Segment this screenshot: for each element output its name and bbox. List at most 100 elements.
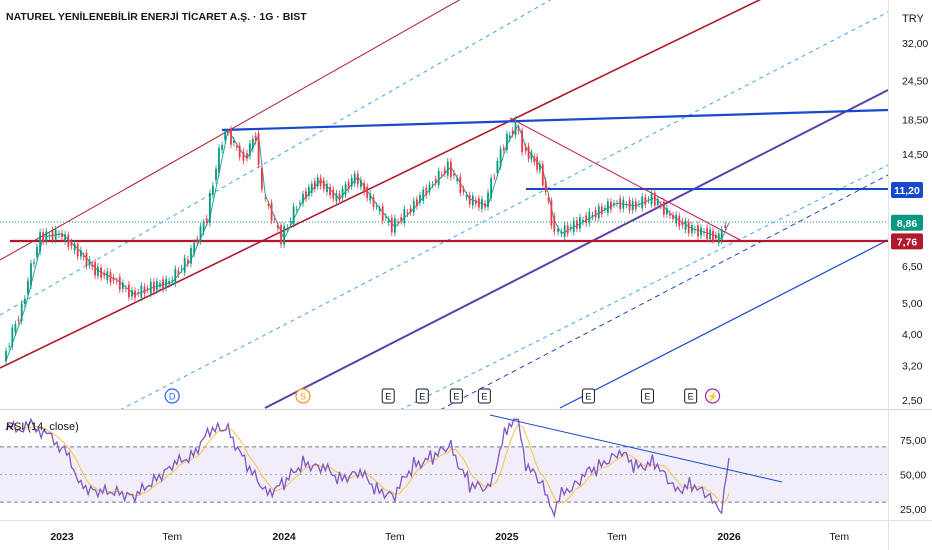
candle-body: [616, 203, 618, 204]
earnings-marker[interactable]: E: [415, 388, 429, 404]
candle-body: [177, 270, 180, 275]
candle-body: [459, 176, 462, 193]
candle-body: [14, 324, 17, 333]
earnings-marker[interactable]: E: [581, 388, 595, 404]
candle-body: [270, 202, 273, 221]
candle-body: [235, 146, 238, 148]
descending-trend-line[interactable]: [509, 117, 743, 242]
event-markers[interactable]: D S E E E E E E E ⚡: [164, 388, 721, 404]
candle-body: [502, 147, 505, 150]
candle-body: [419, 195, 421, 203]
candle-body: [286, 227, 289, 229]
earnings-marker[interactable]: E: [381, 388, 395, 404]
channel-mid-dashed-line[interactable]: [120, 11, 888, 410]
marker-label: E: [385, 392, 391, 402]
earnings-marker[interactable]: E: [477, 388, 491, 404]
earnings-marker[interactable]: E: [449, 388, 463, 404]
candle-body: [517, 129, 520, 132]
channel-mid-line[interactable]: [0, 0, 780, 369]
candle-body: [125, 288, 127, 289]
candle-body: [694, 229, 696, 231]
candle-body: [681, 221, 684, 226]
rsi-line[interactable]: [5, 417, 730, 519]
candle-body: [619, 198, 622, 209]
candle-body: [372, 197, 375, 207]
candle-body: [230, 129, 232, 145]
candle-body: [700, 227, 702, 236]
channel-lower-blue-line[interactable]: [559, 239, 888, 409]
candle-body: [106, 271, 109, 281]
candle-body: [594, 210, 597, 218]
drawings[interactable]: [0, 0, 888, 410]
main-pane[interactable]: [0, 0, 888, 409]
candle-body: [24, 298, 26, 304]
candle-body: [64, 234, 66, 242]
candle-body: [431, 184, 434, 186]
rsi-tick-label: 25,00: [900, 504, 926, 516]
candle-body: [672, 215, 674, 219]
candle-body: [628, 200, 631, 211]
candle-body: [622, 199, 625, 209]
candle-body: [341, 188, 344, 198]
candle-body: [67, 234, 70, 247]
candle-body: [697, 225, 699, 237]
candle-body: [474, 200, 477, 204]
split-marker[interactable]: S: [295, 388, 311, 404]
candle-body: [724, 225, 727, 229]
time-tick-label: Tem: [829, 531, 849, 543]
candle-body: [249, 143, 251, 156]
candle-body: [434, 179, 437, 184]
time-tick-label: 2023: [50, 531, 74, 543]
candle-body: [446, 161, 449, 176]
candle-body: [416, 199, 418, 207]
channel-upper-outer-line[interactable]: [0, 0, 530, 261]
candle-body: [205, 218, 208, 223]
candle-body: [335, 193, 338, 202]
resistance-top-line[interactable]: [221, 108, 888, 132]
earnings-marker[interactable]: E: [640, 388, 654, 404]
price-badge: 11,20: [891, 182, 923, 198]
time-axis[interactable]: 2023 Tem 2024 Tem 2025 Tem 2026 Tem: [50, 531, 849, 543]
candle-body: [607, 201, 609, 213]
candle-body: [481, 199, 483, 209]
currency-label[interactable]: TRY: [902, 13, 924, 25]
dividend-marker[interactable]: D: [164, 388, 180, 404]
channel-purple-line[interactable]: [264, 89, 888, 409]
price-series[interactable]: [5, 116, 730, 365]
candle-body: [572, 220, 575, 232]
candle-body: [257, 133, 260, 165]
earnings-marker[interactable]: E: [684, 388, 698, 404]
candle-body: [316, 177, 319, 187]
candle-body: [149, 281, 152, 294]
candle-body: [283, 226, 285, 245]
rsi-pane[interactable]: RSI (14, close): [0, 414, 888, 519]
marker-label: D: [169, 392, 176, 402]
price-tick-label: 32,00: [902, 38, 928, 50]
candle-body: [51, 230, 54, 240]
candle-body: [591, 214, 594, 217]
candle-body: [428, 184, 431, 192]
candle-body: [224, 131, 226, 140]
candle-body: [610, 201, 612, 210]
candle-body: [39, 232, 41, 252]
news-marker[interactable]: ⚡: [704, 388, 721, 404]
candle-body: [264, 198, 267, 199]
channel-lower-dashed-line[interactable]: [400, 164, 888, 410]
rsi-axis[interactable]: 75,00 50,00 25,00: [900, 435, 926, 516]
candle-body: [202, 222, 205, 232]
candle-body: [242, 151, 245, 161]
candle-body: [118, 277, 121, 290]
candle-body: [302, 193, 304, 204]
candle-body: [82, 255, 85, 258]
candle-body: [378, 208, 381, 212]
candle-body: [691, 225, 693, 233]
marker-label: S: [300, 392, 306, 402]
candle-body: [613, 203, 615, 205]
price-axis[interactable]: 32,00 24,50 18,50 14,50 6,50 5,00 4,00 3,20 2,50: [902, 38, 928, 407]
candle-body: [576, 220, 578, 229]
price-badge-label: 7,76: [897, 236, 918, 248]
rsi-trend-line[interactable]: [489, 414, 783, 483]
channel-lower-dashed-line-2[interactable]: [440, 174, 888, 410]
candle-body: [322, 180, 325, 190]
